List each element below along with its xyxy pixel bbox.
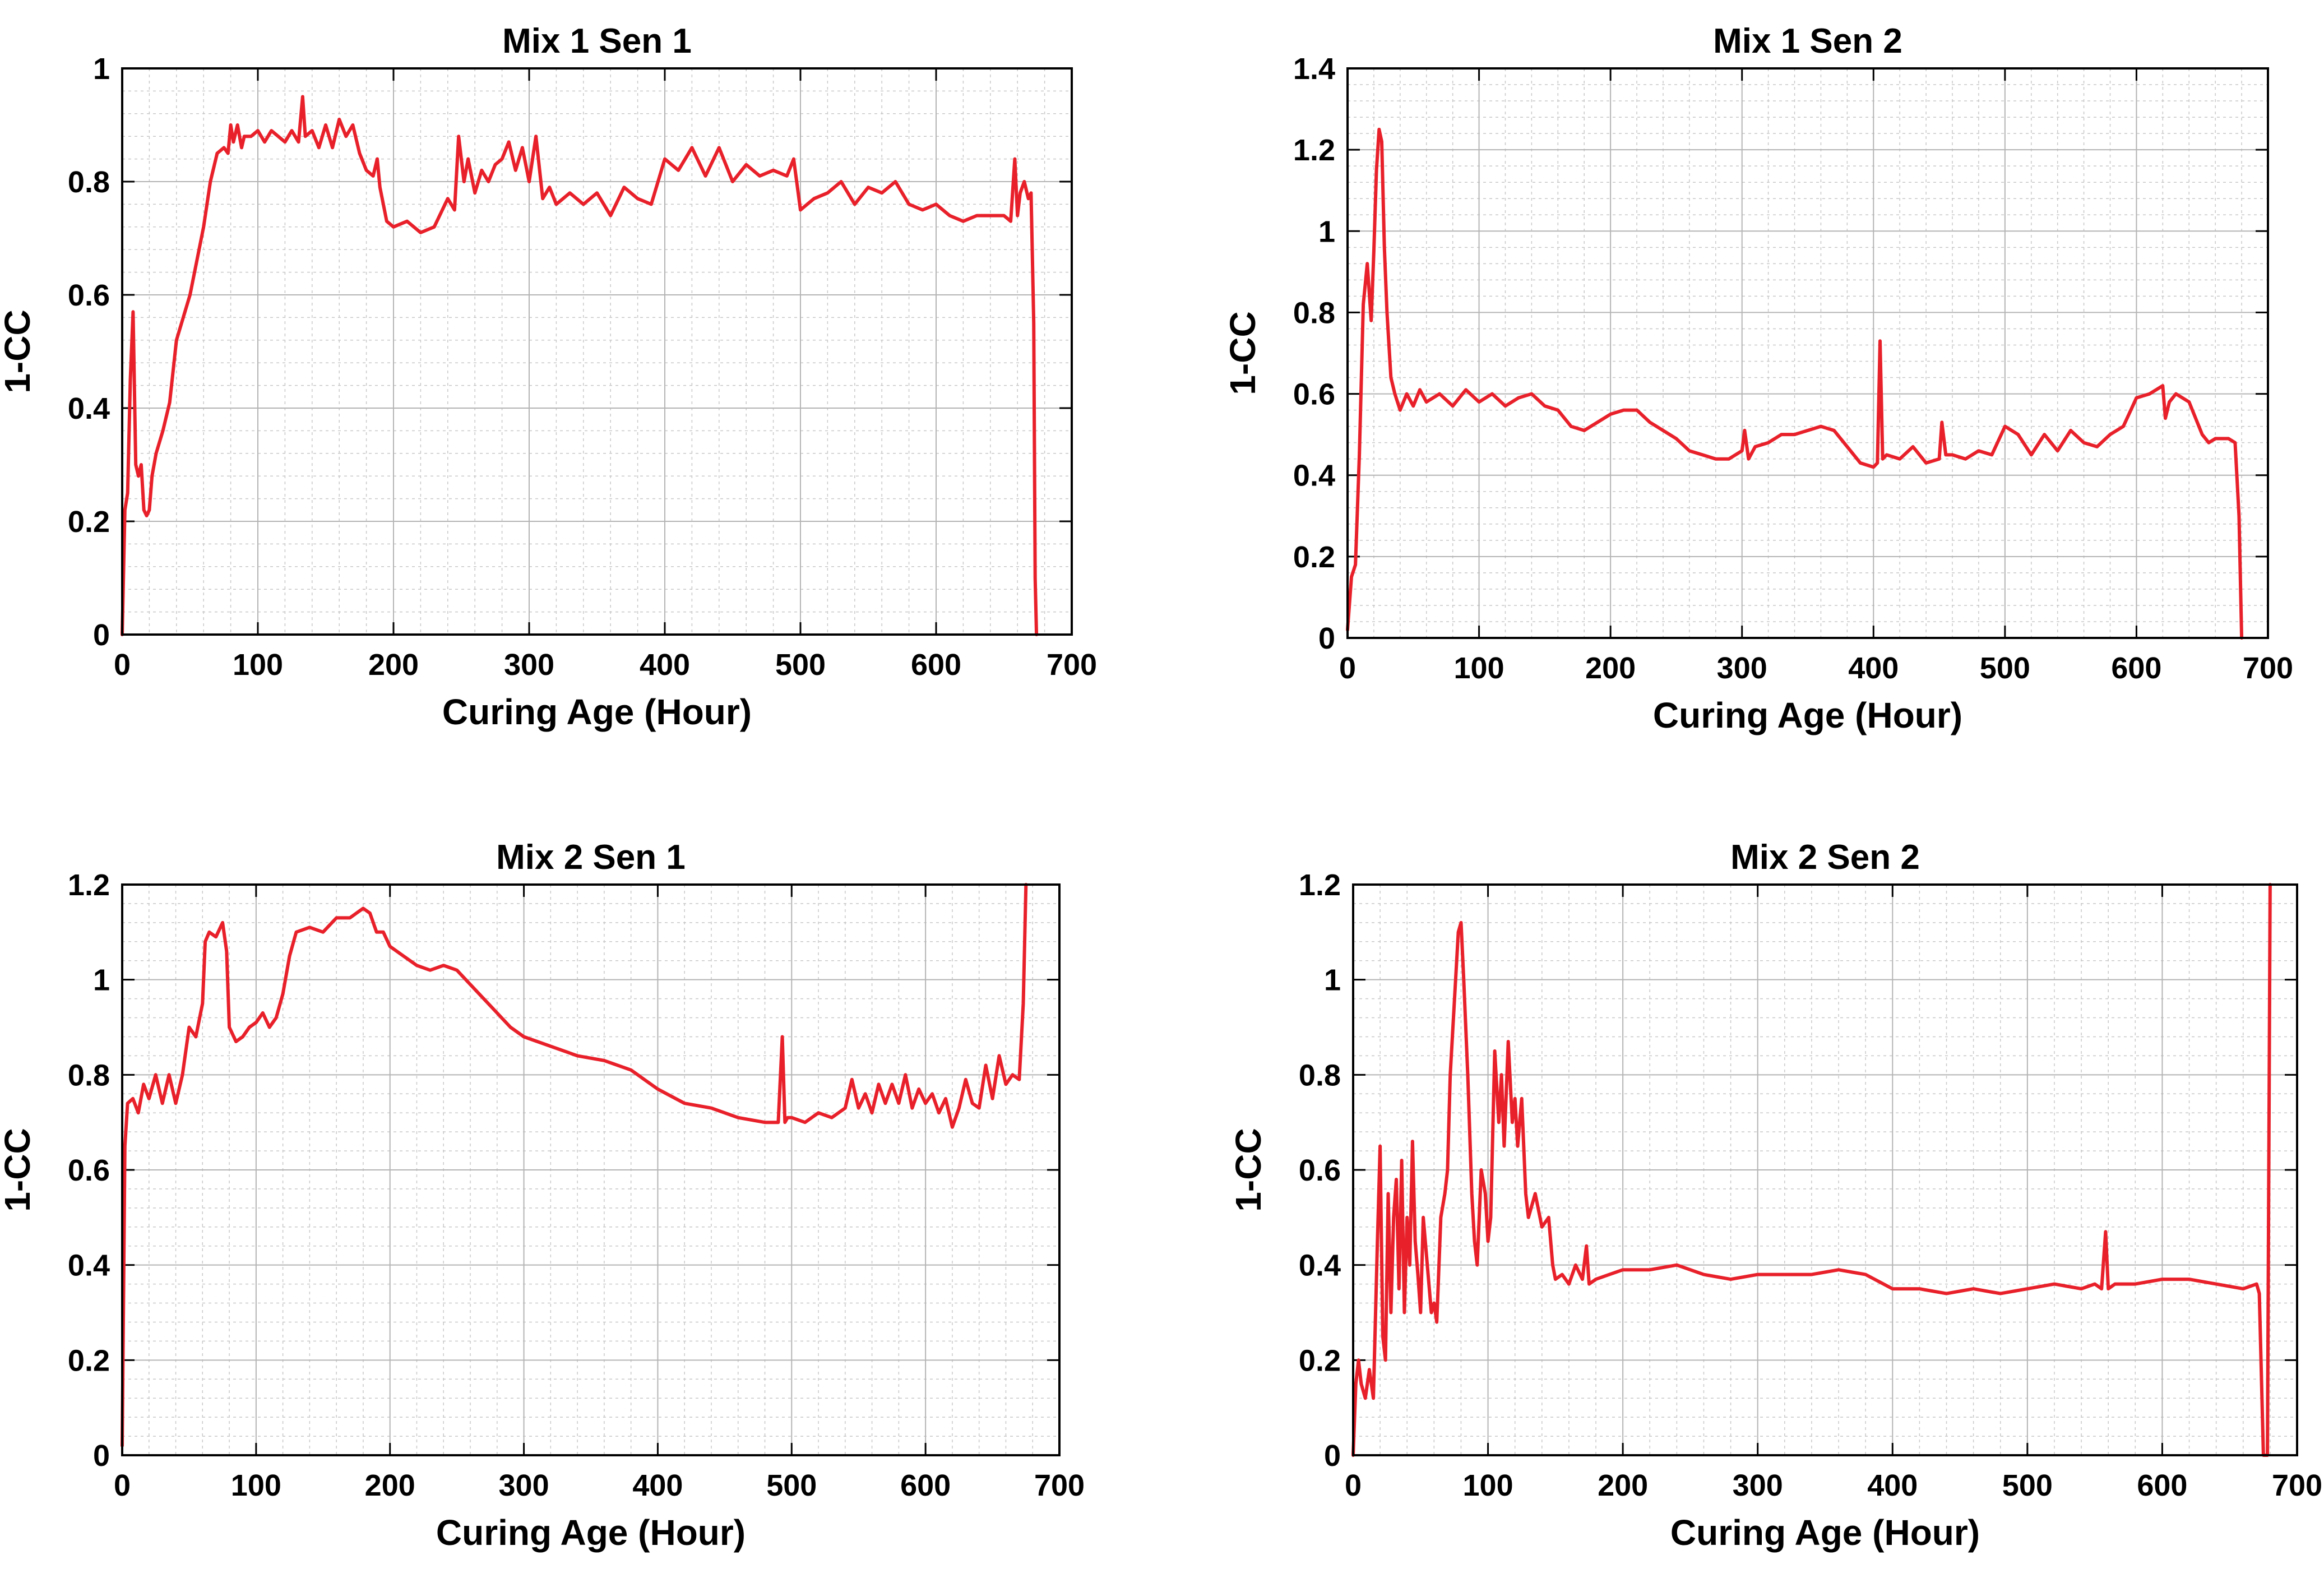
x-tick-label: 0 <box>1345 1469 1362 1502</box>
x-tick-label: 600 <box>911 648 961 682</box>
x-tick-label: 100 <box>1454 651 1504 685</box>
y-tick-label: 0 <box>93 1439 110 1473</box>
x-tick-label: 500 <box>766 1469 817 1502</box>
x-tick-label: 400 <box>1848 651 1899 685</box>
y-tick-label: 0 <box>93 618 110 652</box>
plot-frame <box>121 883 1061 1456</box>
y-tick-label: 0.4 <box>1299 1249 1341 1283</box>
x-tick-label: 0 <box>114 1469 131 1502</box>
y-tick-label: 0.6 <box>1299 1154 1341 1187</box>
x-tick-label: 300 <box>504 648 554 682</box>
x-tick-label: 300 <box>499 1469 549 1502</box>
x-tick-label: 400 <box>632 1469 683 1502</box>
y-axis-label: 1-CC <box>0 1128 38 1211</box>
x-tick-label: 700 <box>1034 1469 1085 1502</box>
x-axis-label: Curing Age (Hour) <box>442 692 752 732</box>
chart-title: Mix 1 Sen 1 <box>502 22 692 61</box>
y-tick-label: 0 <box>1318 622 1335 655</box>
y-tick-label: 0.8 <box>68 1058 110 1092</box>
y-tick-label: 0 <box>1324 1439 1341 1473</box>
y-tick-label: 1.2 <box>1299 868 1341 902</box>
x-tick-label: 100 <box>231 1469 281 1502</box>
plot-frame <box>121 67 1073 636</box>
x-axis-label: Curing Age (Hour) <box>1670 1512 1980 1553</box>
y-tick-label: 0.6 <box>1293 378 1335 411</box>
chart-panel-1: 0 100 200 300 400 500 600 700 0 0.2 0.4 0.6 0.8 1 Mix … <box>0 22 1097 732</box>
y-axis-label: 1-CC <box>1228 1128 1269 1211</box>
y-tick-label: 0.2 <box>1293 540 1335 574</box>
y-tick-label: 1.2 <box>1293 133 1335 167</box>
x-tick-label: 200 <box>365 1469 415 1502</box>
y-tick-label: 0.4 <box>68 392 110 425</box>
y-tick-label: 0.2 <box>68 1344 110 1377</box>
y-tick-label: 0.8 <box>68 165 110 199</box>
x-tick-label: 0 <box>114 648 131 682</box>
x-tick-label: 200 <box>1585 651 1636 685</box>
x-tick-label: 600 <box>2137 1469 2187 1502</box>
y-tick-label: 0.6 <box>68 279 110 312</box>
x-tick-label: 100 <box>1463 1469 1513 1502</box>
x-tick-label: 500 <box>1980 651 2030 685</box>
y-tick-label: 0.4 <box>68 1249 110 1283</box>
x-tick-label: 200 <box>368 648 419 682</box>
x-tick-label: 0 <box>1339 651 1356 685</box>
series-line <box>1351 883 2272 1457</box>
x-tick-label: 600 <box>2111 651 2161 685</box>
y-tick-label: 1 <box>1318 215 1335 248</box>
x-tick-label: 300 <box>1733 1469 1783 1502</box>
y-axis-label: 1-CC <box>0 309 38 393</box>
x-tick-label: 200 <box>1598 1469 1648 1502</box>
plot-frame <box>1346 67 2269 639</box>
y-tick-label: 0.8 <box>1299 1058 1341 1092</box>
series-line <box>121 883 1028 1447</box>
plot-frame <box>1352 883 2298 1456</box>
x-tick-label: 500 <box>2002 1469 2053 1502</box>
y-tick-label: 0.2 <box>1299 1344 1341 1377</box>
chart-panel-2: 0 100 200 300 400 500 600 700 0 0.2 0.4 0.6 0.8 1 1.2 1… <box>1223 22 2293 735</box>
x-tick-label: 100 <box>233 648 283 682</box>
y-tick-label: 0.8 <box>1293 296 1335 330</box>
x-tick-label: 700 <box>1047 648 1097 682</box>
y-tick-label: 0.2 <box>68 505 110 539</box>
chart-panel-4: 0 100 200 300 400 500 600 700 0 0.2 0.4 0.6 0.8 1 1.2 M… <box>1228 838 2322 1553</box>
series-line <box>1346 127 2244 640</box>
x-tick-label: 500 <box>775 648 826 682</box>
x-tick-label: 400 <box>1867 1469 1918 1502</box>
x-tick-label: 400 <box>640 648 690 682</box>
chart-panel-3: 0 100 200 300 400 500 600 700 0 0.2 0.4 0.6 0.8 1 1.2 M… <box>0 838 1085 1553</box>
chart-title: Mix 2 Sen 2 <box>1730 838 1920 877</box>
x-tick-label: 300 <box>1717 651 1767 685</box>
series-line <box>121 95 1039 636</box>
x-tick-label: 600 <box>900 1469 951 1502</box>
y-tick-label: 1 <box>93 52 110 86</box>
x-axis-label: Curing Age (Hour) <box>436 1512 746 1553</box>
y-axis-label: 1-CC <box>1223 311 1263 395</box>
x-tick-label: 700 <box>2272 1469 2322 1502</box>
y-tick-label: 1 <box>93 964 110 997</box>
y-tick-label: 0.6 <box>68 1154 110 1187</box>
y-tick-label: 1.4 <box>1293 52 1335 86</box>
y-tick-label: 1 <box>1324 964 1341 997</box>
y-tick-label: 1.2 <box>68 868 110 902</box>
chart-title: Mix 1 Sen 2 <box>1713 22 1902 61</box>
chart-title: Mix 2 Sen 1 <box>496 838 686 877</box>
x-tick-label: 700 <box>2243 651 2293 685</box>
y-tick-label: 0.4 <box>1293 459 1335 493</box>
x-axis-label: Curing Age (Hour) <box>1653 695 1962 735</box>
